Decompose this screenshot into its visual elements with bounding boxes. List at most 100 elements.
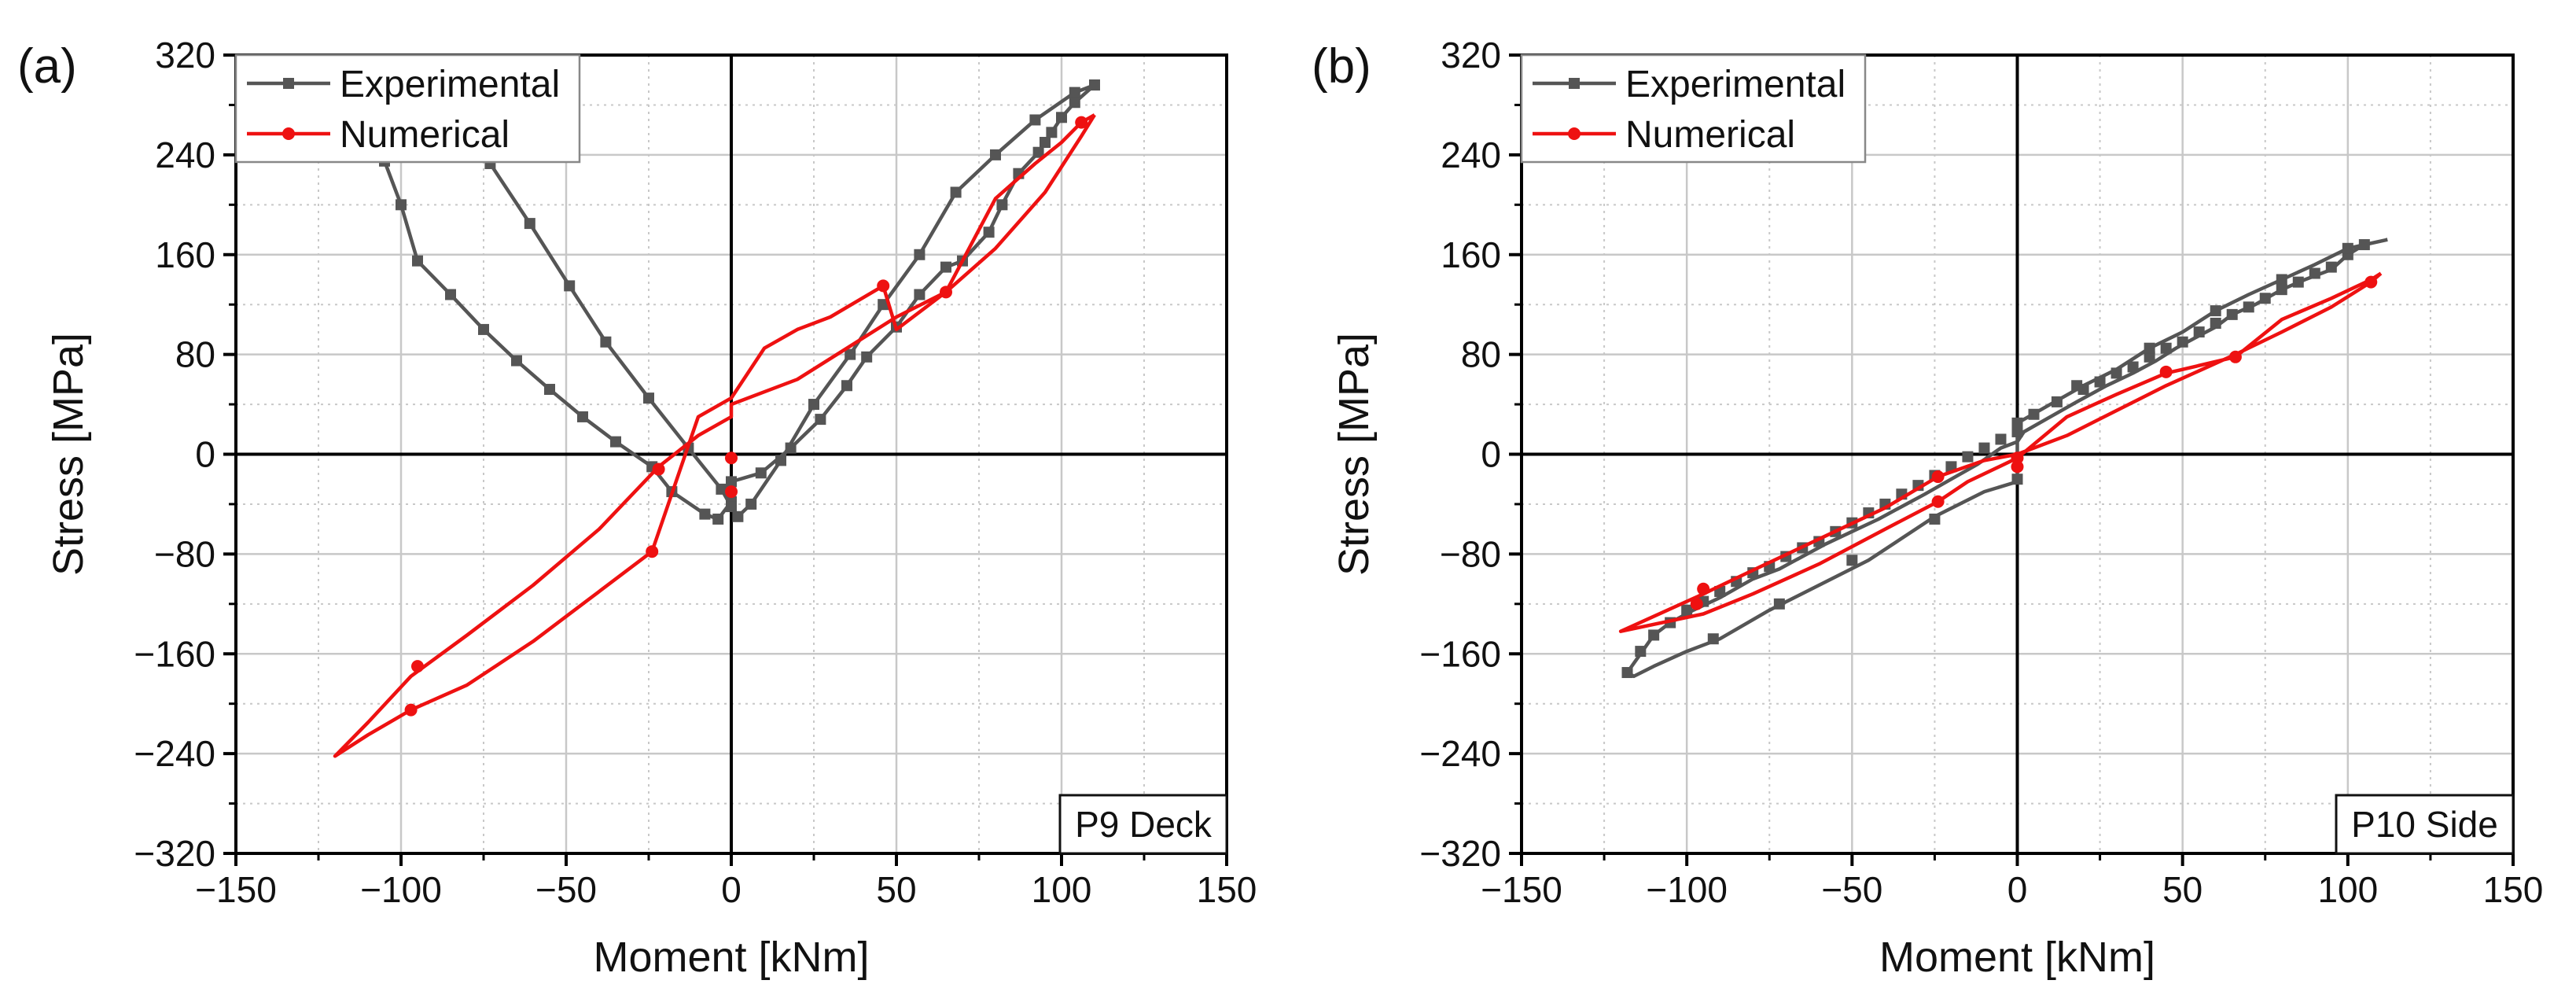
series-numerical-point [2011, 460, 2024, 474]
annotation-label: P10 Side [2351, 804, 2498, 845]
series-experimental-point [1648, 629, 1660, 641]
y-tick-label: 0 [1481, 434, 1501, 475]
series-experimental-point [1929, 513, 1941, 525]
legend-label: Experimental [1625, 64, 1846, 105]
series-experimental-point [2342, 242, 2353, 254]
series-experimental-point [610, 436, 621, 448]
y-tick-label: −80 [1440, 533, 1501, 574]
series-experimental-point [1773, 598, 1785, 610]
series-numerical-point [1931, 495, 1945, 508]
series-experimental-point [990, 149, 1001, 160]
series-experimental-point [2127, 361, 2139, 373]
series-experimental-point [950, 186, 962, 198]
series-experimental-point [914, 249, 926, 260]
series-experimental-point [478, 323, 489, 335]
series-numerical-point [652, 462, 665, 476]
series-numerical-point [646, 545, 659, 558]
series-experimental-point [600, 336, 612, 348]
series-experimental-point [2193, 326, 2205, 338]
series-experimental-point [2160, 342, 2172, 354]
series-experimental-point [845, 348, 856, 360]
x-axis-label: Moment [kNm] [593, 934, 869, 981]
legend-box [234, 53, 581, 164]
y-tick-label: −320 [1419, 833, 1501, 874]
series-experimental-point [2325, 261, 2337, 273]
x-tick-label: −50 [535, 869, 597, 910]
series-experimental-point [1995, 433, 2007, 445]
series-numerical-point [877, 279, 890, 293]
x-tick-label: −150 [195, 869, 277, 910]
series-experimental-point [745, 498, 757, 510]
series-experimental-line [1625, 238, 2388, 679]
series-experimental-point [2309, 267, 2320, 279]
series-experimental-point [996, 199, 1008, 211]
series-experimental-point [2011, 426, 2023, 437]
series-experimental-point [726, 501, 737, 513]
series-experimental-point [2028, 408, 2040, 420]
series-numerical-point [725, 485, 738, 499]
series-numerical-point [404, 703, 418, 717]
x-tick-label: 150 [1197, 869, 1257, 910]
series-experimental-point [577, 411, 588, 422]
series-numerical-point [2159, 365, 2173, 378]
series-experimental-point [524, 218, 535, 230]
series-experimental-point [983, 227, 995, 238]
y-tick-label: −240 [134, 733, 215, 774]
legend-label: Numerical [1625, 114, 1795, 156]
series-experimental-point [712, 513, 724, 525]
series-experimental-point [2144, 342, 2155, 354]
chart-panel-b: −150 −100 −50 0 50 100 150 −320 −240 −160 −80 0 80 16… [1312, 35, 2543, 981]
y-tick-label: 80 [1461, 334, 1501, 375]
chart-panel-a: −150 −100 −50 0 50 100 150 −320 −240 −160 −80 0 80 16… [17, 35, 1257, 981]
x-tick-label: 50 [876, 869, 916, 910]
legend-label: Experimental [340, 64, 560, 105]
annotation-label: P9 Deck [1075, 804, 1213, 845]
y-tick-label: 320 [155, 35, 215, 76]
series-experimental-point [2243, 301, 2254, 313]
x-tick-label: −100 [360, 869, 442, 910]
x-tick-label: 50 [2162, 869, 2202, 910]
y-tick-label: 80 [175, 334, 215, 375]
series-numerical-point [1931, 470, 1945, 484]
legend-marker [282, 127, 295, 140]
legend-marker [283, 78, 294, 89]
series-experimental-point [914, 289, 926, 300]
series-experimental-point [2094, 376, 2106, 388]
series-experimental-point [861, 351, 873, 363]
legend-marker [1568, 127, 1581, 140]
y-tick-label: −160 [134, 633, 215, 674]
y-tick-label: 240 [1441, 135, 1501, 175]
y-tick-label: −320 [134, 833, 215, 874]
series-numerical-point [411, 660, 424, 673]
series-experimental-point [699, 508, 711, 520]
series-experimental-point [2259, 293, 2271, 304]
series-numerical-point [2011, 451, 2024, 465]
series-experimental-point [1621, 667, 1633, 679]
series-experimental-point [878, 299, 889, 311]
series-experimental-point [1978, 442, 1990, 454]
series-experimental-point [1029, 114, 1041, 126]
plot-area [1618, 238, 2388, 679]
series-numerical-point [940, 286, 952, 299]
annotation-box [1058, 794, 1228, 855]
series-experimental-point [2210, 305, 2221, 317]
series-experimental-point [2011, 474, 2023, 485]
x-tick-label: 0 [721, 869, 742, 910]
y-tick-label: −240 [1419, 733, 1501, 774]
annotation-box [2335, 794, 2515, 855]
y-tick-label: 240 [155, 135, 215, 175]
series-numerical-point [2364, 275, 2378, 289]
y-tick-label: 0 [195, 434, 215, 475]
series-experimental-point [940, 261, 951, 273]
y-tick-label: 160 [1441, 234, 1501, 275]
series-experimental-point [2358, 239, 2370, 251]
series-experimental-point [412, 255, 423, 267]
series-experimental-point [1069, 87, 1080, 98]
series-numerical-point [1697, 582, 1710, 595]
series-experimental-point [1635, 646, 1647, 658]
series-experimental-point [2210, 317, 2221, 329]
panel-label: (a) [17, 39, 77, 94]
panel-label: (b) [1312, 39, 1371, 94]
series-numerical-line [333, 113, 1096, 758]
